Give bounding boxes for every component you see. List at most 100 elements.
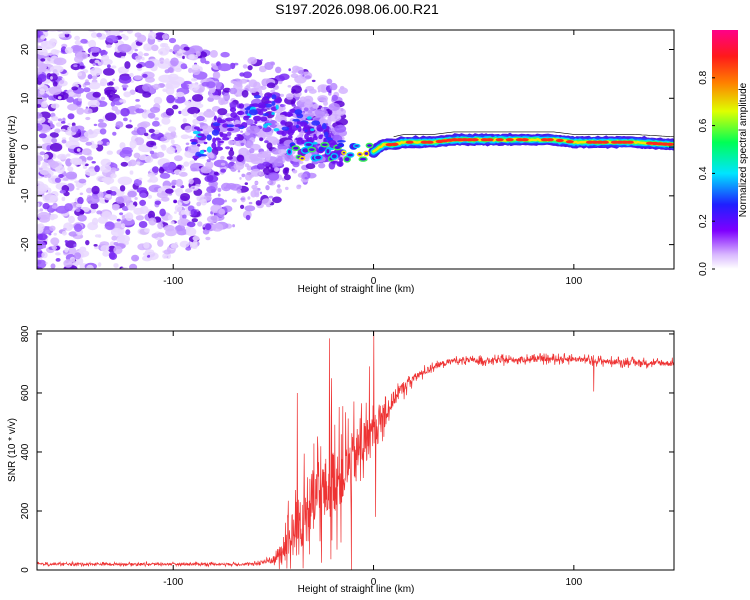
spectrogram-cell (50, 263, 56, 269)
spectrogram-cell (113, 263, 119, 268)
spectrogram-cell (125, 212, 134, 222)
spectrogram-cell (223, 92, 231, 102)
spectrogram-cell (83, 130, 98, 139)
spectrogram-cell (188, 135, 193, 139)
spectrogram-cell (90, 67, 103, 76)
spectrogram-cell (304, 89, 308, 93)
spectrogram-cell (220, 155, 225, 160)
spectrogram-cell (165, 108, 174, 116)
spectrogram-cell (228, 149, 235, 157)
figure-title: S197.2026.098.06.00.R21 (275, 1, 439, 17)
spectrogram-cell (250, 168, 262, 177)
spectrogram-cell (44, 16, 51, 21)
spectrogram-cell (93, 123, 98, 127)
spectrogram-cell (214, 146, 224, 151)
spectrogram-cell (35, 284, 42, 288)
spectrogram-cell (196, 201, 202, 207)
spectrogram-cell (38, 9, 47, 15)
spectrogram-cell (103, 68, 115, 76)
spectrogram-cell (134, 104, 141, 108)
spectrogram-cell (39, 31, 44, 37)
spectrogram-cell (180, 134, 190, 140)
spectrogram-cell (213, 115, 217, 121)
spectrogram-cell (217, 193, 221, 197)
spectrogram-cell (202, 229, 210, 235)
spectrogram-cell (112, 228, 119, 233)
spectrogram-cell (60, 121, 66, 124)
spectrogram-cell (54, 177, 61, 183)
spectrogram-cell (188, 45, 203, 54)
spectrogram-cell (37, 233, 48, 241)
spectrogram-cell (246, 125, 261, 134)
spectrogram-cell (55, 122, 63, 127)
spectrogram-cell (193, 126, 200, 130)
spectrogram-cell (249, 148, 255, 154)
spectrogram-cell (42, 30, 50, 32)
spectrogram-cell (115, 196, 125, 204)
spectrogram-cell (75, 51, 89, 60)
spectrogram-cell (146, 140, 157, 148)
spectrogram-y-tick-label: 20 (20, 44, 31, 56)
spectrogram-cell (188, 178, 194, 185)
spectrogram-cell (129, 170, 134, 175)
spectrogram-cell (46, 173, 52, 179)
spectrogram-cell (125, 124, 133, 129)
spectrogram-cell (312, 135, 318, 141)
spectrogram-cell (117, 23, 120, 26)
spectrogram-cell (316, 125, 323, 132)
spectrogram-cell (98, 234, 102, 238)
spectrogram-cell (260, 86, 264, 89)
spectrogram-cell (175, 171, 180, 175)
spectrogram-cell (37, 259, 42, 265)
spectrogram-cell (51, 116, 59, 122)
spectrogram-cell (66, 96, 75, 103)
spectrogram-cell (42, 202, 50, 210)
spectrogram-cell (91, 185, 100, 195)
spectrogram-cell (181, 82, 187, 89)
spectrogram-cell (74, 40, 82, 46)
spectrogram-cell (182, 214, 187, 219)
spectrogram-cell (38, 6, 44, 13)
spectrogram-cell (64, 247, 69, 253)
snr-y-tick-label: 800 (20, 325, 31, 342)
spectrogram-cell (278, 73, 290, 81)
spectrogram-cell (79, 246, 87, 253)
spectrogram-cell (142, 252, 149, 256)
spectrogram-cell (37, 68, 43, 75)
spectrogram-cell (72, 24, 77, 28)
spectrogram-cell (234, 119, 240, 124)
spectrogram-cell (83, 19, 89, 23)
spectrogram-cell (217, 187, 222, 193)
spectrogram-cell (215, 81, 222, 88)
spectrogram-cell (264, 100, 273, 104)
spectrogram-cell (174, 189, 181, 193)
spectrogram-cell (143, 52, 149, 57)
spectrogram-cell (157, 222, 164, 230)
spectrogram-cell (193, 113, 198, 118)
spectrogram-cell (209, 93, 214, 99)
spectrogram-cell (179, 240, 190, 248)
spectrogram-cell (135, 99, 140, 102)
spectrogram-cell (64, 240, 69, 243)
spectrogram-carrier-peak (625, 140, 634, 144)
spectrogram-x-tick-label: 0 (371, 276, 377, 287)
spectrogram-cell (57, 96, 62, 100)
spectrogram-cell (180, 193, 191, 201)
spectrogram-cell (68, 231, 78, 237)
spectrogram-y-tick-label: -20 (20, 237, 31, 252)
spectrogram-cell (226, 156, 233, 160)
spectrogram-cell (101, 210, 112, 220)
spectrogram-cell (296, 184, 302, 190)
spectrogram-cell (146, 47, 153, 51)
spectrogram-cell (64, 23, 71, 27)
spectrogram-cell (163, 249, 172, 255)
spectrogram-carrier-blob (299, 155, 306, 161)
spectrogram-carrier-blob (358, 156, 368, 162)
spectrogram-cell (108, 81, 114, 86)
spectrogram-carrier-blob (320, 141, 330, 148)
spectrogram-cell (117, 176, 133, 186)
spectrogram-cell (270, 61, 275, 66)
spectrogram-cell (175, 96, 178, 100)
spectrogram-cell (120, 56, 126, 59)
spectrogram-cell (206, 134, 212, 141)
